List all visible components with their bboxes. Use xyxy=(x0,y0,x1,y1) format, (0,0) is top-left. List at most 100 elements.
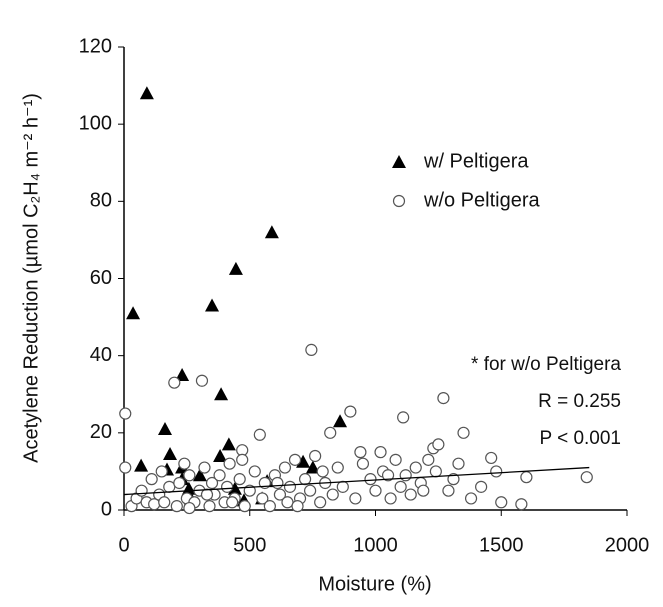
data-point xyxy=(354,446,367,459)
y-tick-label: 80 xyxy=(90,190,112,212)
data-point xyxy=(515,498,528,511)
data-point xyxy=(404,488,417,501)
data-point xyxy=(119,461,132,474)
data-point xyxy=(429,465,442,478)
data-point xyxy=(256,492,269,505)
data-point xyxy=(422,453,435,466)
data-point xyxy=(369,484,382,497)
data-point xyxy=(205,298,220,312)
data-point xyxy=(485,451,498,465)
y-tick-label: 60 xyxy=(90,267,112,289)
data-point xyxy=(168,376,181,389)
data-point xyxy=(432,438,445,451)
y-axis-label: Acetylene Reduction (µmol C₂H₄ m⁻² h⁻¹) xyxy=(20,93,42,463)
data-point xyxy=(175,367,190,381)
data-point xyxy=(283,480,297,493)
data-point xyxy=(236,453,249,466)
data-point xyxy=(298,473,312,486)
data-point xyxy=(520,471,533,484)
x-tick-label: 2000 xyxy=(605,534,650,556)
data-point xyxy=(200,488,214,501)
data-point xyxy=(314,496,327,509)
data-point xyxy=(157,421,172,435)
data-point xyxy=(447,473,460,486)
data-point xyxy=(490,465,503,478)
data-point xyxy=(228,261,243,275)
data-point xyxy=(394,480,407,493)
data-point xyxy=(221,480,234,493)
legend-label: w/o Peltigera xyxy=(423,189,540,211)
data-point xyxy=(336,480,349,493)
y-tick-label: 120 xyxy=(79,35,112,57)
data-point xyxy=(158,496,171,509)
data-point xyxy=(296,454,311,468)
data-point xyxy=(417,484,430,497)
x-tick-label: 0 xyxy=(118,534,129,556)
legend-marker xyxy=(392,155,406,168)
data-point xyxy=(281,496,294,509)
data-point xyxy=(170,500,183,513)
data-point xyxy=(305,343,318,356)
data-point xyxy=(464,492,478,505)
data-point xyxy=(475,480,488,493)
legend-label: w/ Peltigera xyxy=(423,150,529,172)
data-point xyxy=(248,465,261,478)
x-axis-label: Moisture (%) xyxy=(318,573,431,595)
data-point xyxy=(221,437,236,451)
x-tick-label: 1500 xyxy=(479,534,524,556)
data-point xyxy=(374,446,387,459)
annotation: R = 0.255 xyxy=(538,391,621,412)
data-point xyxy=(409,461,422,474)
data-point xyxy=(381,469,395,482)
data-point xyxy=(399,469,412,482)
data-point xyxy=(333,414,348,428)
data-point xyxy=(437,392,450,405)
data-point xyxy=(198,461,211,474)
data-point xyxy=(203,500,216,513)
data-point xyxy=(457,426,470,439)
data-point xyxy=(580,471,593,484)
data-point xyxy=(288,453,302,466)
data-point xyxy=(349,492,362,505)
data-point xyxy=(356,457,370,470)
y-tick-label: 40 xyxy=(90,344,112,366)
y-tick-label: 0 xyxy=(101,498,112,520)
data-point xyxy=(253,428,266,441)
data-point xyxy=(316,465,329,478)
data-point xyxy=(397,411,410,424)
data-point xyxy=(326,488,339,501)
data-point xyxy=(264,225,279,239)
data-point xyxy=(233,473,246,486)
data-point xyxy=(183,501,196,515)
data-point xyxy=(173,476,186,490)
y-tick-label: 20 xyxy=(90,421,112,443)
data-point xyxy=(195,374,209,387)
data-point xyxy=(273,488,287,501)
data-point xyxy=(126,306,141,320)
data-point xyxy=(331,461,344,474)
data-point xyxy=(205,476,219,490)
trend-line xyxy=(123,466,590,496)
data-point xyxy=(309,449,322,463)
data-point xyxy=(145,473,158,486)
data-point xyxy=(324,426,337,439)
x-tick-label: 1000 xyxy=(353,534,398,556)
data-point xyxy=(389,453,402,466)
data-point xyxy=(364,473,377,486)
data-point xyxy=(214,387,229,401)
data-point xyxy=(344,405,357,418)
data-point xyxy=(213,469,226,482)
data-point xyxy=(163,447,178,461)
data-point xyxy=(291,500,304,513)
data-point xyxy=(139,86,154,100)
data-point xyxy=(119,407,132,420)
data-point xyxy=(442,484,455,497)
data-point xyxy=(134,458,149,472)
data-point xyxy=(226,496,239,509)
data-point xyxy=(278,461,292,474)
data-point xyxy=(183,469,196,482)
annotation: P < 0.001 xyxy=(539,428,621,449)
data-point xyxy=(263,500,276,513)
data-point xyxy=(155,465,168,478)
